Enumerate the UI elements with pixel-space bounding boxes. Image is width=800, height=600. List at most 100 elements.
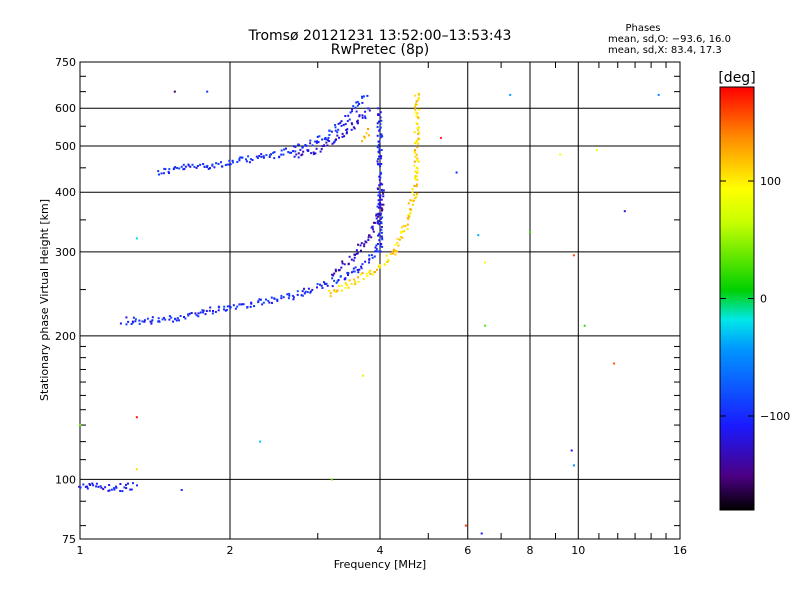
data-point	[414, 105, 417, 108]
data-point	[315, 147, 318, 150]
data-point	[400, 230, 403, 233]
data-point	[307, 287, 310, 290]
data-point	[249, 305, 252, 308]
data-point	[164, 318, 167, 321]
data-point	[183, 316, 185, 318]
data-point	[319, 283, 321, 286]
data-point	[377, 114, 380, 116]
data-point	[380, 217, 383, 220]
data-point	[297, 152, 300, 155]
y-tick-label: 200	[55, 330, 76, 343]
data-point	[217, 309, 220, 312]
data-point	[570, 449, 573, 452]
data-point	[129, 488, 132, 491]
colorbar-tick-label: 100	[760, 175, 781, 188]
data-point	[127, 320, 130, 323]
data-point	[657, 93, 660, 96]
data-point	[378, 266, 381, 269]
data-point	[416, 170, 419, 173]
data-point	[416, 157, 419, 160]
data-point	[331, 142, 334, 145]
data-point	[158, 173, 160, 176]
x-tick-label: 4	[377, 544, 384, 557]
data-point	[225, 309, 228, 311]
data-point	[178, 167, 181, 170]
data-point	[358, 114, 361, 117]
data-point	[374, 246, 377, 249]
data-point	[202, 163, 205, 165]
data-point	[336, 131, 339, 134]
data-point	[335, 138, 338, 141]
data-point	[346, 131, 348, 134]
data-point	[352, 270, 355, 273]
data-point	[292, 145, 295, 148]
data-point	[151, 316, 154, 319]
data-point	[326, 144, 329, 147]
data-point	[296, 290, 299, 293]
data-point	[380, 231, 383, 234]
data-point	[386, 261, 388, 263]
data-point	[353, 127, 356, 130]
data-point	[366, 275, 369, 277]
data-point	[151, 319, 154, 322]
data-point	[333, 289, 336, 292]
data-point	[380, 243, 383, 245]
data-point	[316, 283, 319, 286]
data-point	[294, 150, 297, 153]
data-point	[368, 271, 371, 274]
data-point	[350, 128, 353, 131]
data-point	[406, 228, 409, 230]
data-point	[368, 258, 371, 261]
data-point	[276, 298, 279, 301]
data-point	[412, 199, 415, 202]
data-point	[228, 159, 231, 162]
data-point	[115, 485, 117, 488]
data-point	[358, 102, 361, 105]
data-point	[354, 253, 356, 256]
data-point	[211, 164, 214, 167]
data-point	[406, 223, 409, 226]
data-point	[88, 483, 91, 485]
data-point	[345, 282, 347, 285]
data-point	[298, 143, 300, 146]
data-point	[380, 155, 383, 158]
y-axis-label: Stationary phase Virtual Height [km]	[38, 199, 51, 401]
data-point	[297, 156, 300, 159]
data-point	[376, 107, 379, 110]
data-points	[78, 90, 660, 535]
data-point	[78, 485, 81, 488]
data-point	[377, 213, 380, 216]
data-point	[340, 289, 343, 292]
data-point	[344, 287, 347, 290]
data-point	[197, 315, 200, 318]
data-point	[242, 303, 245, 306]
data-point	[138, 319, 141, 322]
data-point	[416, 159, 418, 162]
data-point	[293, 296, 295, 299]
data-point	[409, 208, 412, 211]
data-point	[324, 282, 327, 285]
data-point	[375, 250, 378, 253]
data-point	[376, 162, 379, 165]
data-point	[258, 298, 261, 301]
data-point	[236, 305, 239, 308]
data-point	[203, 165, 206, 168]
data-point	[367, 239, 370, 241]
data-point	[262, 156, 265, 159]
data-point	[362, 278, 365, 281]
data-point	[613, 362, 616, 365]
data-point	[323, 281, 325, 284]
data-point	[387, 258, 390, 261]
data-point	[559, 153, 562, 156]
data-point	[270, 296, 273, 299]
data-point	[157, 317, 160, 320]
data-point	[411, 191, 414, 194]
data-point	[262, 155, 265, 158]
data-point	[187, 164, 190, 167]
data-point	[104, 486, 107, 489]
data-point	[414, 149, 416, 152]
data-point	[211, 163, 214, 166]
data-point	[335, 290, 338, 293]
data-point	[418, 131, 421, 134]
data-point	[325, 138, 328, 141]
